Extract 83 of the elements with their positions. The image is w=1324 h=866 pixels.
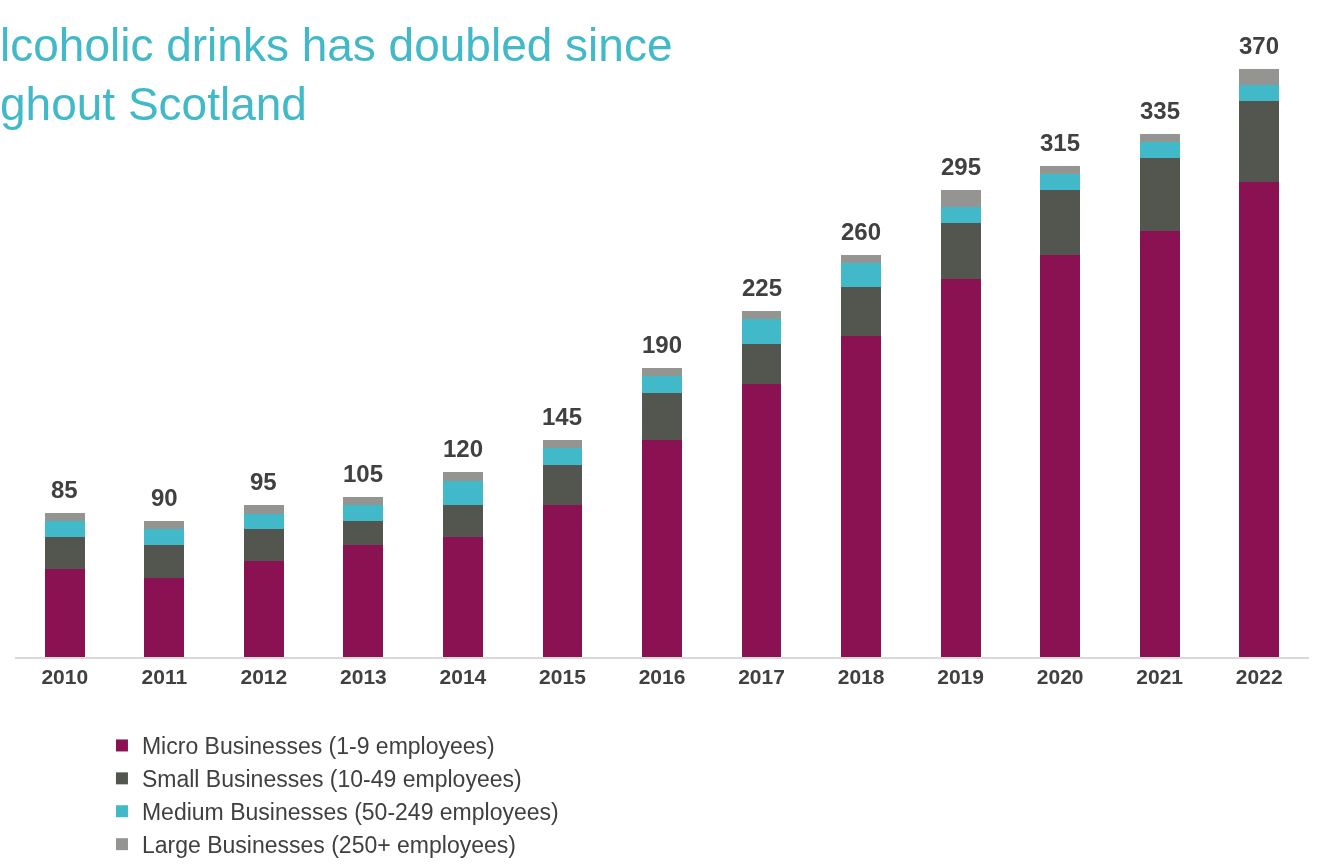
- bar: [642, 392, 682, 441]
- legend-label: Medium Businesses (50-249 employees): [141, 799, 559, 826]
- bar: [940, 206, 981, 223]
- bar: [1139, 142, 1180, 159]
- bar: [144, 577, 185, 657]
- x-tick-label: 2013: [340, 665, 387, 689]
- legend-label: Micro Businesses (1-9 employees): [141, 733, 495, 760]
- annotation: 90: [151, 484, 178, 511]
- bar: [44, 520, 85, 537]
- x-tick-label: 2015: [539, 665, 587, 689]
- annotation: 260: [841, 218, 882, 245]
- bar: [642, 376, 682, 393]
- bar: [940, 279, 981, 657]
- x-tick-label: 2014: [439, 665, 487, 689]
- bar: [144, 529, 185, 546]
- bar: [741, 383, 782, 657]
- bar: [542, 448, 583, 466]
- bar: [343, 497, 384, 505]
- x-tick-label: 2011: [141, 665, 188, 689]
- bar: [343, 504, 384, 521]
- bar: [1139, 158, 1180, 231]
- bar: [841, 287, 881, 336]
- bar: [741, 311, 782, 320]
- bar: [144, 521, 185, 530]
- bar: [642, 367, 682, 377]
- x-tick-label: 2017: [738, 665, 785, 689]
- bar: [841, 255, 881, 264]
- bar: [144, 545, 185, 578]
- bar: [542, 440, 583, 449]
- x-tick-label: 2012: [240, 665, 288, 689]
- bar: [1139, 134, 1180, 143]
- annotation: 335: [1140, 97, 1181, 124]
- annotation: 95: [250, 468, 277, 495]
- annotation: 105: [343, 460, 384, 487]
- bar: [343, 545, 384, 657]
- annotation: 85: [51, 476, 78, 503]
- x-tick-label: 2018: [837, 665, 885, 689]
- bar: [44, 513, 85, 521]
- bar: [741, 319, 782, 344]
- annotation: 370: [1239, 32, 1280, 59]
- annotation: 190: [642, 331, 683, 358]
- bar: [940, 222, 981, 280]
- bar: [44, 568, 85, 657]
- bar: [642, 440, 682, 657]
- bar: [243, 529, 284, 562]
- annotation: 295: [941, 153, 982, 180]
- bar: [443, 480, 483, 505]
- bar: [841, 335, 881, 657]
- x-tick-label: 2016: [638, 665, 686, 689]
- legend-label: Large Businesses (250+ employees): [141, 832, 516, 859]
- bar: [940, 190, 981, 207]
- bar: [1239, 84, 1280, 102]
- annotation: 145: [542, 403, 583, 430]
- annotation: 225: [742, 274, 783, 301]
- bar: [1040, 255, 1081, 657]
- bar: [1239, 101, 1280, 183]
- x-tick-label: 2020: [1036, 665, 1084, 689]
- legend-label: Small Businesses (10-49 employees): [141, 766, 522, 793]
- bar: [243, 505, 284, 514]
- bar: [542, 504, 583, 657]
- x-tick-label: 2010: [41, 665, 89, 689]
- annotation: 315: [1040, 129, 1081, 156]
- bar: [741, 343, 782, 384]
- x-tick-label: 2022: [1235, 665, 1283, 689]
- bar: [1040, 166, 1081, 174]
- bar: [542, 465, 583, 505]
- x-tick-label: 2019: [937, 665, 984, 689]
- bar: [841, 263, 881, 288]
- bar: [443, 537, 483, 657]
- bar: [1040, 190, 1081, 256]
- chart-title: lcoholic drinks has doubled since ghout Scotland: [0, 18, 673, 131]
- bar: [1139, 230, 1180, 657]
- bar: [343, 520, 384, 546]
- annotation: 120: [443, 435, 484, 462]
- bar: [1040, 173, 1081, 191]
- bar: [443, 472, 483, 481]
- bar: [243, 561, 284, 657]
- x-tick-label: 2021: [1136, 665, 1184, 689]
- bar: [243, 513, 284, 530]
- bar: [1239, 182, 1280, 657]
- bar: [443, 504, 483, 538]
- bar: [44, 536, 85, 569]
- bar: [1239, 69, 1280, 85]
